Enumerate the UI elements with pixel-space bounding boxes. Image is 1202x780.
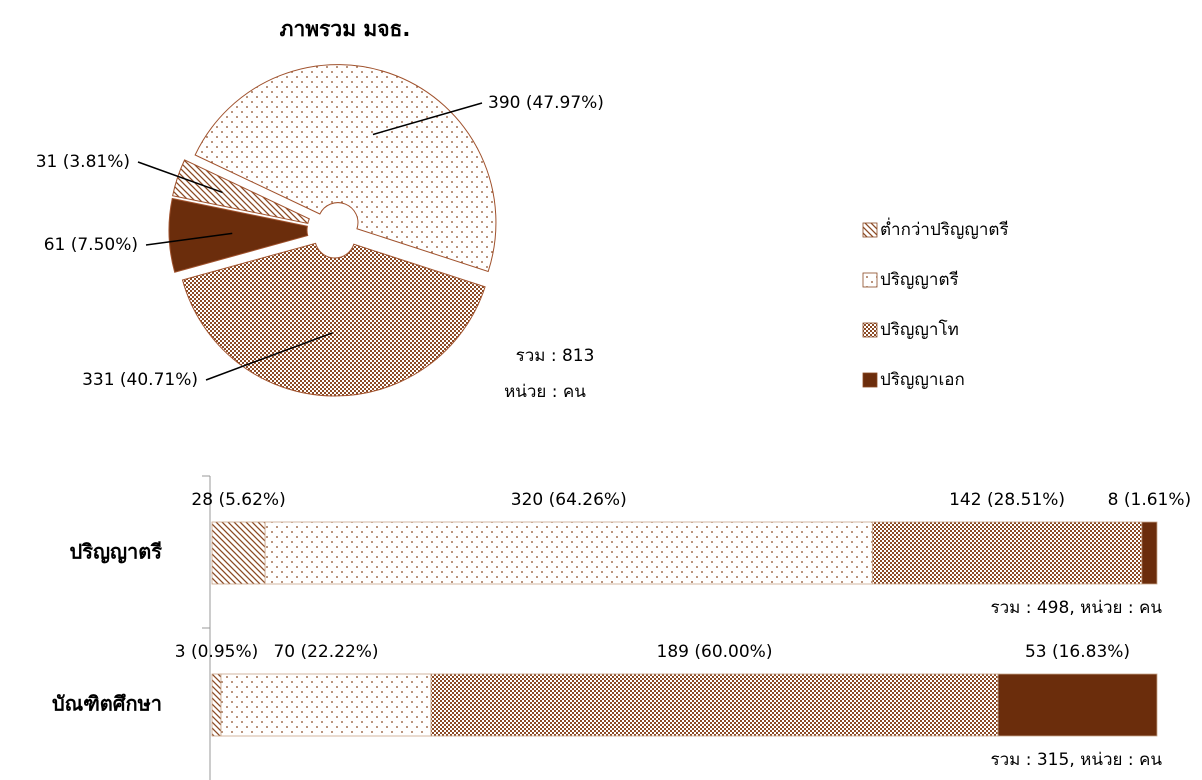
bar-segment: [997, 673, 1158, 737]
data-label: 390 (47.97%): [488, 93, 604, 113]
data-label: 320 (64.26%): [511, 490, 627, 510]
data-label: 189 (60.00%): [657, 642, 773, 662]
annotation: รวม : 813: [516, 346, 595, 366]
chart-title: ภาพรวม มจธ.: [280, 17, 411, 41]
legend-label: ปริญญาโท: [880, 319, 959, 340]
category-label: บัณฑิตศึกษา: [52, 692, 162, 716]
annotation: รวม : 498, หน่วย : คน: [990, 598, 1162, 618]
bar-segment: [871, 521, 1143, 585]
leader-line: [145, 232, 233, 246]
legend-label: ต่ำกว่าปริญญาตรี: [880, 217, 1009, 240]
data-label: 8 (1.61%): [1108, 490, 1192, 510]
bar-segment: [220, 673, 432, 737]
pie-slice: [168, 197, 309, 273]
bar-segment: [211, 673, 222, 737]
annotation: หน่วย : คน: [504, 382, 586, 402]
data-label: 142 (28.51%): [949, 490, 1065, 510]
data-label: 31 (3.81%): [36, 152, 130, 172]
legend-label: ปริญญาเอก: [880, 370, 965, 390]
data-label: 3 (0.95%): [175, 642, 259, 662]
leader-line: [205, 332, 333, 381]
category-label: ปริญญาตรี: [70, 540, 163, 564]
data-label: 28 (5.62%): [191, 490, 285, 510]
bar-segment: [211, 521, 266, 585]
leader-line: [137, 161, 223, 194]
legend-swatch: [862, 372, 878, 388]
legend-swatch: [862, 272, 878, 288]
bar-segment: [430, 673, 999, 737]
data-label: 331 (40.71%): [82, 370, 198, 390]
pie-slice: [181, 242, 486, 397]
pie-slice: [172, 159, 310, 225]
legend-label: ปริญญาตรี: [880, 270, 959, 290]
bar-segment: [1141, 521, 1158, 585]
data-label: 61 (7.50%): [44, 235, 138, 255]
data-label: 70 (22.22%): [273, 642, 378, 662]
annotation: รวม : 315, หน่วย : คน: [990, 750, 1162, 770]
legend-swatch: [862, 322, 878, 338]
leader-line: [372, 102, 483, 136]
pie-slice: [194, 64, 497, 273]
data-label: 53 (16.83%): [1025, 642, 1130, 662]
bar-segment: [264, 521, 873, 585]
legend-swatch: [862, 222, 878, 238]
